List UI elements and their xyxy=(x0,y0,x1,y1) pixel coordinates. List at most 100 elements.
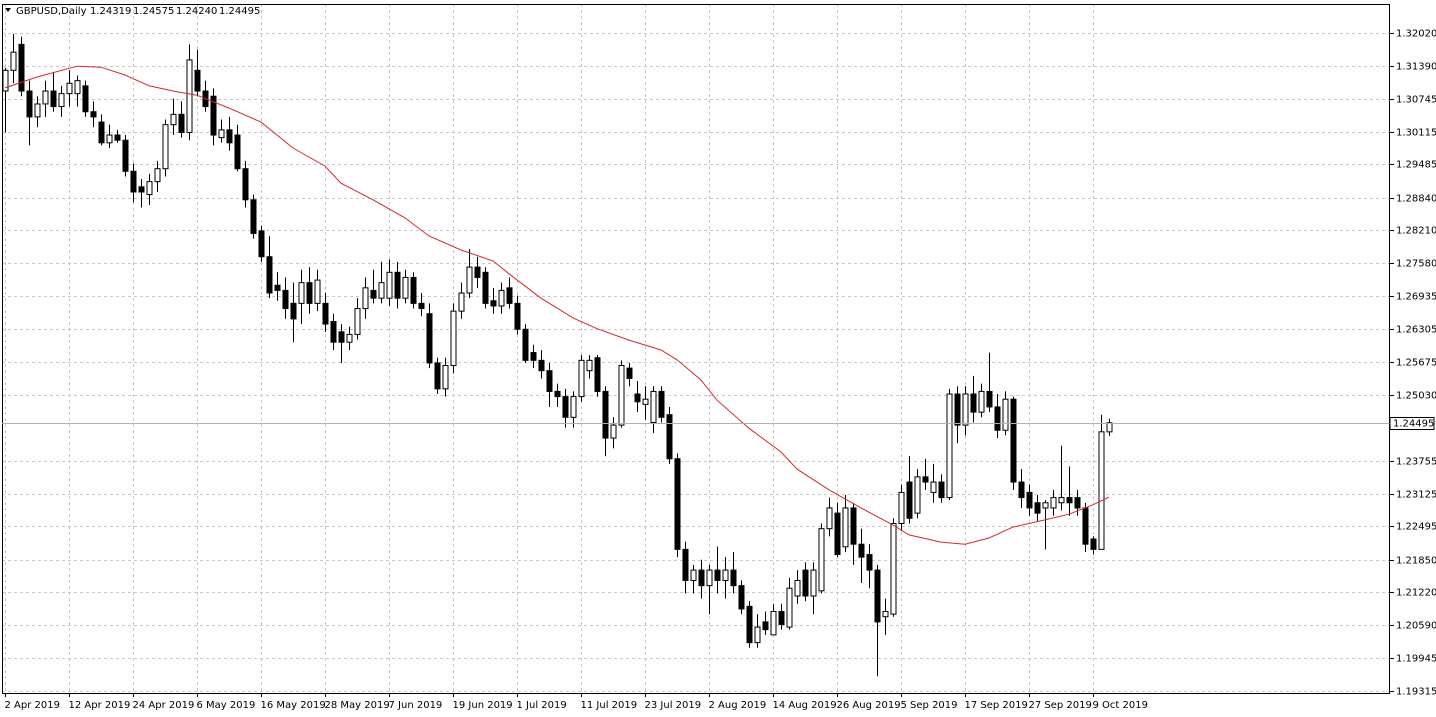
candle-body xyxy=(602,390,609,439)
candle-body xyxy=(626,367,633,379)
candle-body xyxy=(890,522,897,615)
candle-body xyxy=(482,271,489,304)
candle-body xyxy=(634,393,641,403)
candle-body xyxy=(570,396,577,418)
candle-body xyxy=(194,69,201,92)
y-tick-label: 1.21850 xyxy=(1396,556,1436,567)
candle-body xyxy=(866,554,873,571)
candle-body xyxy=(1034,502,1041,514)
candle-body xyxy=(994,406,1001,431)
candle-body xyxy=(690,569,697,581)
candle-body xyxy=(354,308,361,335)
candle-body xyxy=(402,276,409,299)
candle-body xyxy=(338,331,345,343)
candle-body xyxy=(362,287,369,310)
x-tick-label: 14 Aug 2019 xyxy=(773,700,837,711)
candle-body xyxy=(466,266,473,294)
candle-body xyxy=(898,491,905,524)
candle-body xyxy=(522,328,529,361)
candle-body xyxy=(618,365,625,426)
candle-body xyxy=(258,230,265,258)
header-close: 1.24495 xyxy=(219,6,260,17)
candle-body xyxy=(434,362,441,390)
candle-body xyxy=(138,186,145,193)
candle-body xyxy=(754,626,761,644)
y-tick-label: 1.29485 xyxy=(1396,160,1436,171)
candle-body xyxy=(954,393,961,426)
y-tick-label: 1.25030 xyxy=(1396,391,1436,402)
candle-body xyxy=(786,587,793,628)
price-label: 1.24495 xyxy=(1393,419,1434,430)
candle-body xyxy=(274,284,281,291)
candle-body xyxy=(458,292,465,312)
y-tick-label: 1.31390 xyxy=(1396,62,1436,73)
candle-body xyxy=(530,352,537,361)
y-tick-label: 1.19315 xyxy=(1396,687,1436,698)
candle-body xyxy=(986,390,993,408)
y-tick-label: 1.27580 xyxy=(1396,259,1436,270)
candle-body xyxy=(762,621,769,631)
candle-body xyxy=(1058,497,1065,504)
candle-body xyxy=(306,282,313,304)
candle-body xyxy=(554,390,561,398)
candle-body xyxy=(10,51,17,71)
y-tick-label: 1.25675 xyxy=(1396,358,1436,369)
grid xyxy=(2,4,1390,693)
candle-body xyxy=(378,282,385,299)
candle-body xyxy=(826,507,833,530)
candle-body xyxy=(802,569,809,597)
candle-body xyxy=(450,310,457,367)
candle-body xyxy=(1010,398,1017,483)
candle-body xyxy=(42,90,49,105)
x-tick-label: 2 Aug 2019 xyxy=(709,700,767,711)
candle-body xyxy=(50,90,57,108)
candle-body xyxy=(858,543,865,558)
y-tick-label: 1.23125 xyxy=(1396,490,1436,501)
header-open: 1.24319 xyxy=(90,6,131,17)
header-icon xyxy=(5,8,11,12)
candle-body xyxy=(226,129,233,144)
candle-body xyxy=(114,134,121,141)
x-tick-label: 28 May 2019 xyxy=(325,700,390,711)
candle-body xyxy=(970,393,977,413)
x-tick-label: 9 Oct 2019 xyxy=(1093,700,1148,711)
candle-body xyxy=(834,512,841,556)
candle-body xyxy=(586,359,593,372)
candle-body xyxy=(322,302,329,325)
candle-body xyxy=(1074,497,1081,509)
candle-body xyxy=(642,398,649,405)
candle-body xyxy=(18,43,25,92)
candle-body xyxy=(746,605,753,644)
candle-body xyxy=(658,390,665,418)
candle-body xyxy=(106,134,113,144)
candle-body xyxy=(730,569,737,587)
candle-body xyxy=(722,569,729,581)
candle-body xyxy=(1050,497,1057,509)
candle-body xyxy=(66,82,73,95)
candle-body xyxy=(490,300,497,307)
candle-body xyxy=(218,129,225,139)
candle-body xyxy=(234,134,241,170)
candle-body xyxy=(538,359,545,372)
candle-body xyxy=(778,611,785,625)
candle-body xyxy=(562,396,569,418)
plot xyxy=(2,34,1113,677)
x-tick-label: 24 Apr 2019 xyxy=(133,700,195,711)
candle-body xyxy=(962,393,969,426)
x-tick-label: 27 Sep 2019 xyxy=(1029,700,1092,711)
candle-body xyxy=(178,113,185,133)
candle-body xyxy=(1066,497,1073,504)
y-tick-label: 1.28840 xyxy=(1396,194,1436,205)
candle-body xyxy=(122,139,129,172)
candle-body xyxy=(698,569,705,587)
candle-body xyxy=(514,302,521,330)
candle-body xyxy=(82,85,89,113)
candle-body xyxy=(186,59,193,133)
x-tick-label: 11 Jul 2019 xyxy=(581,700,638,711)
candle-body xyxy=(978,390,985,413)
candle-body xyxy=(98,121,105,144)
candle-body xyxy=(314,279,321,304)
y-tick-label: 1.21220 xyxy=(1396,588,1436,599)
header-high: 1.24575 xyxy=(133,6,174,17)
candle-body xyxy=(714,569,721,581)
